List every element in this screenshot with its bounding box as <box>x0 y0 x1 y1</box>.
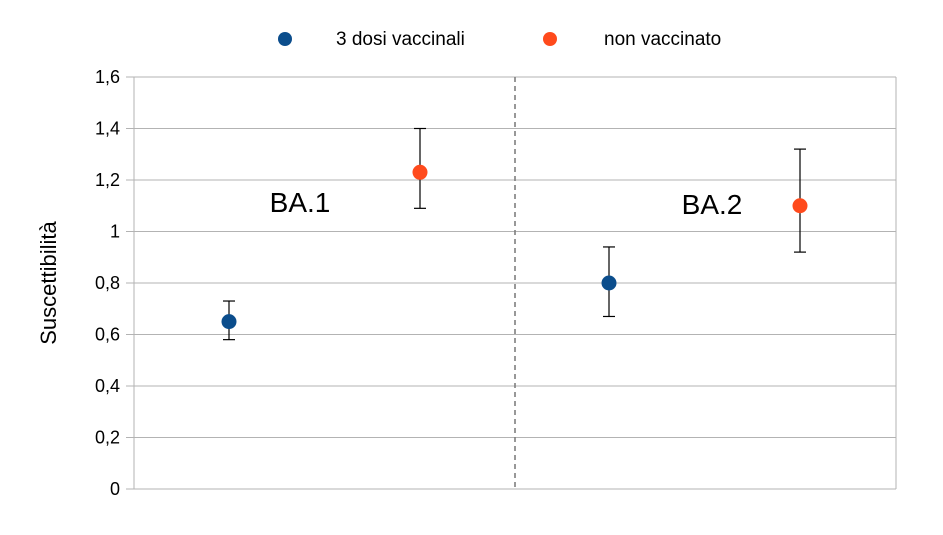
y-axis-label: Suscettibilità <box>36 220 61 344</box>
data-point-series-1-ba-1 <box>412 164 428 180</box>
y-tick-label-7: 1,4 <box>95 119 120 139</box>
data-point-series-0-ba-2 <box>601 275 617 291</box>
group-label-ba-1: BA.1 <box>270 187 331 218</box>
legend-label-1: non vaccinato <box>604 29 721 50</box>
legend-marker-0 <box>278 32 292 46</box>
y-tick-label-2: 0,4 <box>95 376 120 396</box>
grid-lines <box>134 76 896 490</box>
legend-label-0: 3 dosi vaccinali <box>336 29 465 50</box>
y-tick-label-3: 0,6 <box>95 325 120 345</box>
group-labels: BA.1 BA.2 <box>270 187 743 220</box>
data-point-series-0-ba-1 <box>221 314 237 330</box>
data-points <box>221 164 808 330</box>
group-label-ba-2: BA.2 <box>682 189 743 220</box>
y-tick-label-6: 1,2 <box>95 170 120 190</box>
legend-marker-1 <box>543 32 557 46</box>
data-point-series-1-ba-2 <box>792 198 808 214</box>
y-tick-label-8: 1,6 <box>95 67 120 87</box>
legend: 3 dosi vaccinali non vaccinato <box>278 29 721 50</box>
y-tick-label-0: 0 <box>110 479 120 499</box>
y-tick-label-5: 1 <box>110 222 120 242</box>
y-tick-label-4: 0,8 <box>95 273 120 293</box>
y-axis: 0 0,2 0,4 0,6 0,8 1 1,2 1,4 1,6 <box>95 67 897 499</box>
y-tick-label-1: 0,2 <box>95 428 120 448</box>
